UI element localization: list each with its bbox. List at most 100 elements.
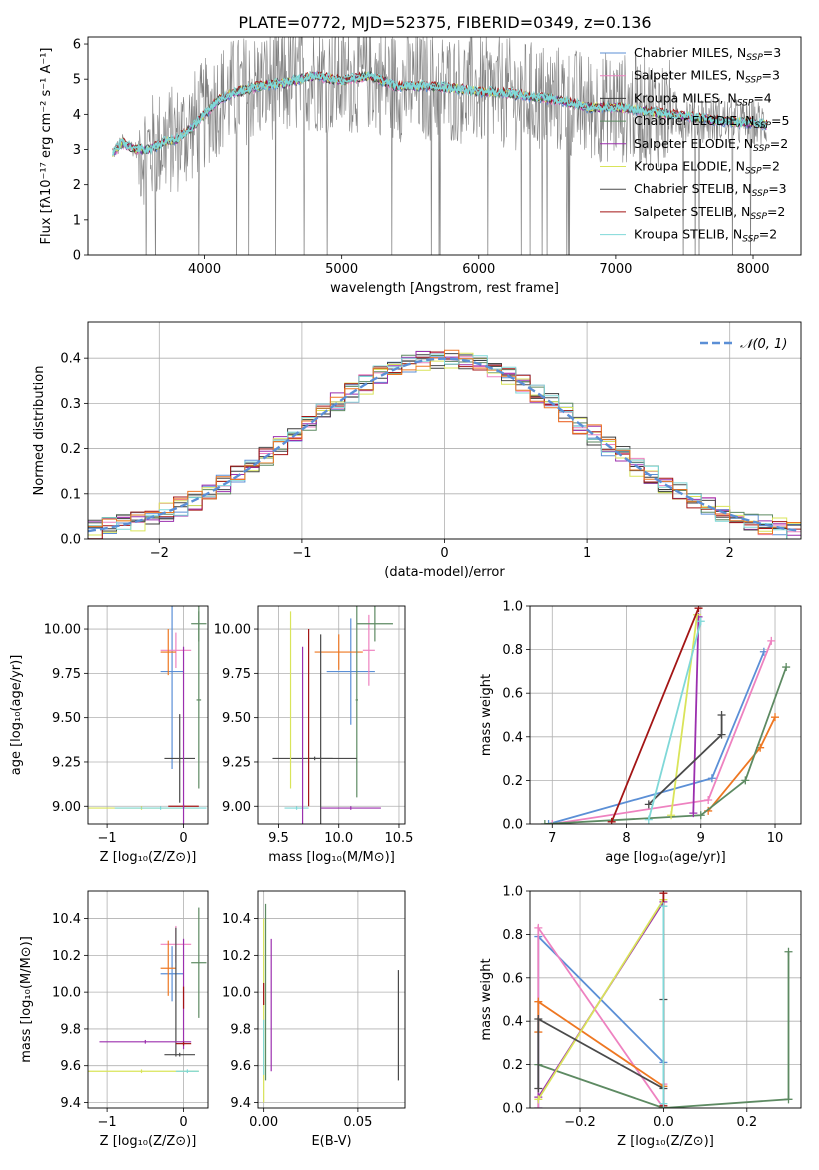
y-tick-label: 0.0 bbox=[502, 1102, 523, 1117]
x-axis-label: Z [log₁₀(Z/Z⊙)] bbox=[100, 850, 197, 865]
data-point bbox=[175, 1041, 192, 1046]
mass_vs_ebv-frame bbox=[257, 890, 406, 1109]
y-tick-label: 9.6 bbox=[60, 1059, 81, 1074]
data-point bbox=[191, 907, 207, 1018]
legend-label: Chabrier STELIB, NSSP=3 bbox=[634, 181, 787, 199]
y-tick-label: 9.00 bbox=[222, 800, 251, 815]
weight-point-marker bbox=[534, 1015, 543, 1024]
x-tick-label: 0.0 bbox=[653, 1115, 674, 1130]
spectrum-best-model-line bbox=[111, 71, 768, 156]
y-tick-label: 0.6 bbox=[502, 687, 523, 702]
data-point bbox=[160, 940, 176, 996]
legend-label: Salpeter MILES, NSSP=3 bbox=[634, 68, 780, 86]
data-point bbox=[160, 632, 192, 669]
y-tick-label: 0.2 bbox=[502, 774, 523, 789]
weight-point-marker bbox=[696, 811, 705, 820]
spectrum-plot-area bbox=[111, 37, 768, 255]
weight-point-marker bbox=[696, 617, 705, 626]
figure-title: PLATE=0772, MJD=52375, FIBERID=0349, z=0… bbox=[238, 13, 651, 32]
gaussian-reference-line bbox=[88, 357, 799, 533]
data-point bbox=[320, 806, 381, 810]
x-tick-label: −1 bbox=[98, 1115, 117, 1130]
y-tick-label: 0.3 bbox=[60, 397, 81, 412]
x-axis-label: wavelength [Angstrom, rest frame] bbox=[330, 281, 559, 296]
y-tick-label: 9.00 bbox=[52, 800, 81, 815]
y-axis-label: Flux [fλ10⁻¹⁷ erg cm⁻² s⁻¹ A⁻¹] bbox=[39, 48, 54, 245]
y-tick-label: 0.0 bbox=[60, 533, 81, 548]
age_vs_mass-panel: 9.5 10.0 10.5 9.00 9.25 9.50 9.75 10.00 mass [lo… bbox=[214, 605, 413, 865]
weight-point-marker bbox=[689, 809, 698, 818]
weight-series-line bbox=[670, 614, 698, 816]
weight-point-marker bbox=[741, 776, 750, 785]
weight-point-marker bbox=[534, 1095, 543, 1104]
x-tick-label: −1 bbox=[98, 831, 117, 846]
y-tick-label: 0.4 bbox=[502, 730, 523, 745]
spectrum-panel: 4000 5000 6000 7000 8000 0 1 2 3 4 5 6 wavelength [A… bbox=[39, 36, 802, 296]
mass_vs_Z-frame bbox=[87, 890, 209, 1109]
x-tick-label: −2 bbox=[150, 546, 169, 561]
x-tick-label: −1 bbox=[292, 546, 311, 561]
weight-point-marker bbox=[548, 820, 557, 824]
legend-label: 𝒩(0, 1) bbox=[740, 337, 787, 352]
y-tick-label: 9.50 bbox=[52, 711, 81, 726]
x-axis-label: (data-model)/error bbox=[384, 565, 505, 580]
data-point bbox=[355, 606, 359, 798]
mass_vs_Z-panel: −1 0 9.4 9.6 9.8 10.0 10.2 10.4 Z [log₁₀(Z/Z⊙)] m… bbox=[19, 890, 209, 1149]
y-axis-label: age [log₁₀(age/yr)] bbox=[9, 655, 24, 776]
mass_vs_ebv-plot-area bbox=[263, 903, 400, 1103]
weight-point-marker bbox=[784, 947, 793, 956]
y-tick-label: 9.75 bbox=[52, 667, 81, 682]
data-point bbox=[362, 614, 375, 686]
y-tick-label: 0.0 bbox=[502, 818, 523, 833]
weight-point-marker bbox=[771, 713, 780, 722]
age_vs_mass-frame bbox=[257, 605, 406, 825]
weight-point-marker bbox=[782, 663, 791, 672]
x-tick-label: 10 bbox=[767, 831, 784, 846]
legend-label: Chabrier MILES, NSSP=3 bbox=[634, 45, 781, 63]
weight_vs_Z-panel: −0.2 0.0 0.2 0.0 0.2 0.4 0.6 0.8 1.0 Z [log₁₀(Z/Z… bbox=[479, 885, 802, 1149]
data-point bbox=[314, 634, 363, 670]
legend-label: Salpeter STELIB, NSSP=2 bbox=[634, 204, 785, 222]
y-tick-label: 10.4 bbox=[52, 912, 81, 927]
weight-point-marker bbox=[717, 711, 726, 719]
weight_vs_Z-frame bbox=[529, 890, 802, 1109]
y-axis-label: mass weight bbox=[479, 958, 494, 1040]
y-tick-label: 0.4 bbox=[502, 1015, 523, 1030]
x-axis-label: Z [log₁₀(Z/Z⊙)] bbox=[100, 1134, 197, 1149]
spectrum-frame bbox=[87, 36, 802, 256]
data-point bbox=[356, 606, 393, 642]
data-point bbox=[160, 629, 176, 676]
weight-point-marker bbox=[659, 891, 668, 898]
y-tick-label: 10.0 bbox=[52, 986, 81, 1001]
weight-point-marker bbox=[534, 1104, 543, 1108]
y-tick-label: 0.2 bbox=[502, 1058, 523, 1073]
y-tick-label: 0.6 bbox=[502, 971, 523, 986]
weight-point-marker bbox=[644, 800, 653, 809]
data-point bbox=[164, 1052, 196, 1057]
spectrum-model-line bbox=[112, 71, 767, 153]
x-tick-label: −0.2 bbox=[564, 1115, 596, 1130]
weight-series-line bbox=[610, 607, 700, 823]
y-tick-label: 1 bbox=[73, 213, 81, 228]
weight-point-marker bbox=[659, 1099, 668, 1108]
weight-series-line bbox=[552, 640, 773, 824]
data-point bbox=[196, 611, 202, 789]
weight-point-marker bbox=[717, 730, 726, 739]
y-tick-label: 1.0 bbox=[502, 885, 523, 900]
weight-point-marker bbox=[540, 820, 549, 824]
x-tick-label: 4000 bbox=[188, 262, 221, 277]
y-tick-label: 0.4 bbox=[60, 352, 81, 367]
weight-series-line bbox=[544, 666, 788, 824]
x-tick-label: 10.0 bbox=[324, 831, 353, 846]
weight-point-marker bbox=[667, 811, 676, 820]
x-tick-label: 2 bbox=[726, 546, 734, 561]
weight-series-line bbox=[537, 925, 665, 1108]
weight_vs_age-plot-area bbox=[540, 606, 791, 824]
y-tick-label: 0.2 bbox=[60, 442, 81, 457]
weight-series-line bbox=[647, 621, 702, 820]
data-point bbox=[284, 806, 309, 810]
x-tick-label: 5000 bbox=[325, 262, 358, 277]
y-tick-label: 10.2 bbox=[222, 949, 251, 964]
weight-series-line bbox=[537, 899, 665, 1100]
legend-label: Kroupa ELODIE, NSSP=2 bbox=[634, 159, 780, 177]
